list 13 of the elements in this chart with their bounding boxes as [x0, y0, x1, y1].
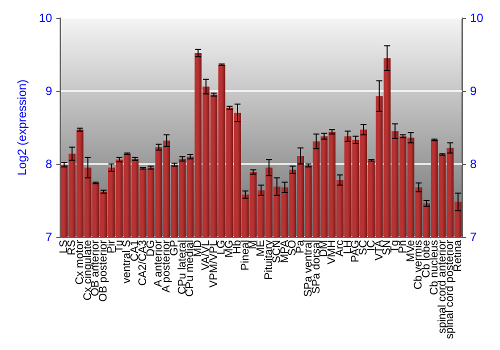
y2-tick-label: 9 [470, 84, 477, 98]
y-tick-label: 10 [38, 11, 53, 25]
y-tick-label: 8 [46, 156, 53, 171]
y2-tick-label: 7 [470, 230, 477, 244]
x-tick-label: Pituitary [263, 239, 275, 280]
x-tick-label: DG [144, 240, 157, 256]
y-axis-title: Log2 (expression) [15, 79, 29, 176]
y2-tick-label: 8 [470, 156, 477, 171]
x-tick-label: MVe [404, 240, 417, 262]
y2-tick-label: 10 [470, 11, 484, 25]
x-tick-label: Retina [452, 239, 464, 272]
y-tick-label: 7 [46, 230, 53, 244]
y-tick-label: 9 [46, 84, 53, 98]
